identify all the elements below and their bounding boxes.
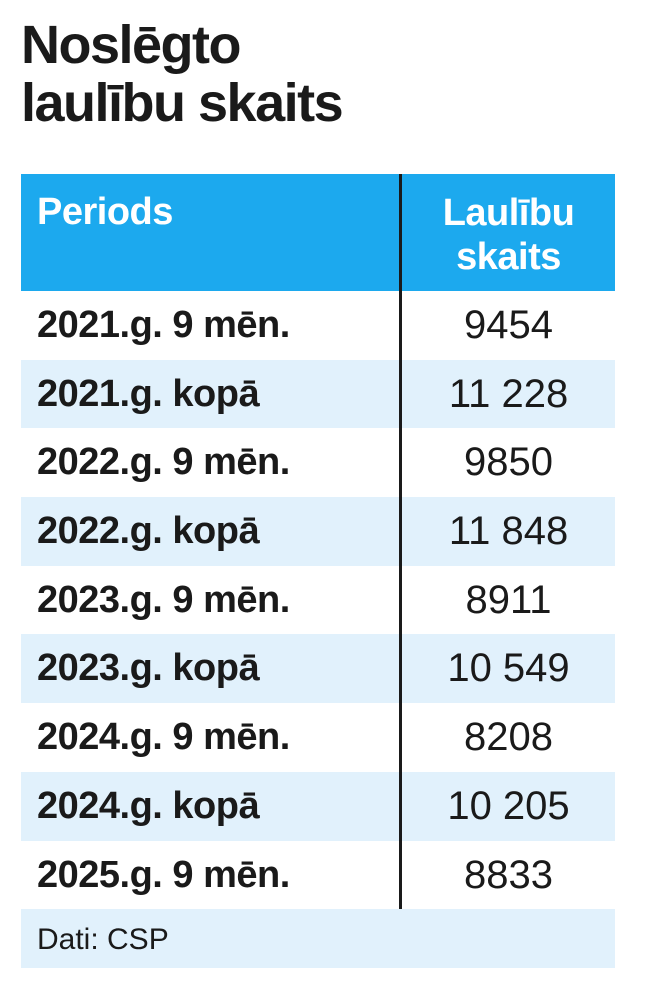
row-period: 2023.g. 9 mēn. xyxy=(37,578,290,621)
row-count: 9850 xyxy=(464,440,553,485)
table-row: 2021.g. kopā 11 228 xyxy=(21,359,615,429)
row-count: 8208 xyxy=(464,715,553,760)
table-row: 2023.g. 9 mēn. 8911 xyxy=(21,566,615,635)
table-row: 2022.g. 9 mēn. 9850 xyxy=(21,428,615,497)
header-count-line-1: Laulību xyxy=(442,192,575,234)
title-line-1: Noslēgto xyxy=(21,15,242,75)
page-title: Noslēgto laulību skaits xyxy=(21,16,621,132)
row-count: 10 549 xyxy=(447,646,570,691)
table-row: 2025.g. 9 mēn. 8833 xyxy=(21,841,615,910)
row-period: 2024.g. 9 mēn. xyxy=(37,716,290,759)
row-count: 9454 xyxy=(464,303,553,347)
header-count-line-2: skaits xyxy=(456,236,561,278)
table-header: Periods Laulību skaits xyxy=(21,174,615,291)
row-count: 11 848 xyxy=(448,509,569,554)
table-row: 2022.g. kopā 11 848 xyxy=(21,497,615,566)
table-row: 2024.g. kopā 10 205 xyxy=(21,771,615,841)
table-row: 2021.g. 9 mēn. 9454 xyxy=(21,291,615,360)
source-text: Dati: CSP xyxy=(37,923,169,956)
row-count: 10 205 xyxy=(447,783,570,828)
row-period: 2025.g. 9 mēn. xyxy=(37,853,290,896)
row-period: 2021.g. kopā xyxy=(37,372,260,415)
row-period: 2022.g. kopā xyxy=(37,510,260,553)
row-period: 2022.g. 9 mēn. xyxy=(37,441,290,484)
column-divider xyxy=(399,174,402,909)
row-period: 2023.g. kopā xyxy=(37,647,260,690)
table-body: 2021.g. 9 mēn. 9454 2021.g. kopā 11 228 2022… xyxy=(21,291,615,909)
table-row: 2023.g. kopā 10 549 xyxy=(21,634,615,704)
row-period: 2024.g. kopā xyxy=(37,784,260,827)
table-row: 2024.g. 9 mēn. 8208 xyxy=(21,703,615,772)
header-periods: Periods xyxy=(37,191,173,233)
row-count: 11 228 xyxy=(448,371,569,416)
row-period: 2021.g. 9 mēn. xyxy=(37,304,290,346)
source-footer: Dati: CSP xyxy=(21,909,615,968)
title-line-2: laulību skaits xyxy=(21,73,344,133)
header-count: Laulību skaits xyxy=(402,191,615,279)
row-count: 8833 xyxy=(464,852,553,897)
marriages-table: Periods Laulību skaits 2021.g. 9 mēn. 945… xyxy=(21,174,615,909)
row-count: 8911 xyxy=(465,577,552,622)
